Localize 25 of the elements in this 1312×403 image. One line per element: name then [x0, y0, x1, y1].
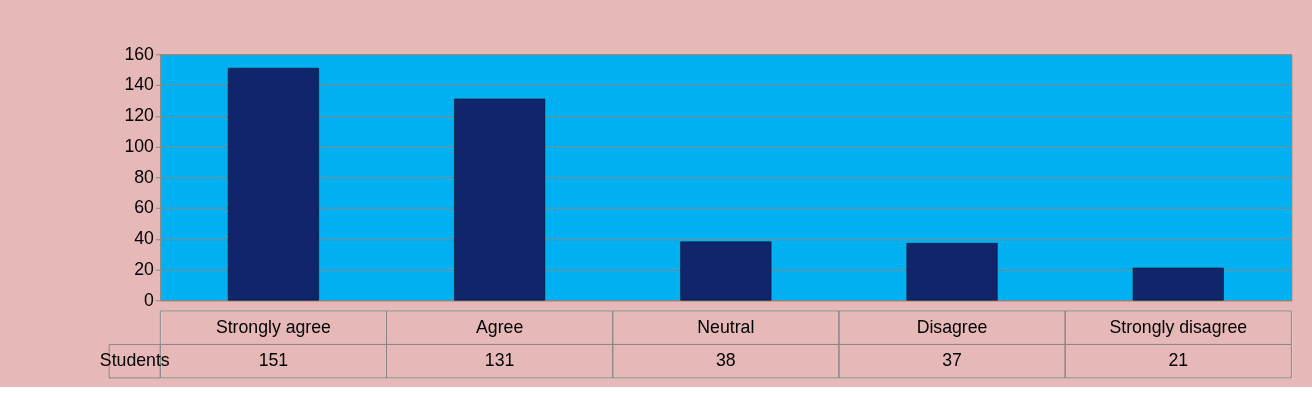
data-label: 131 [484, 350, 515, 371]
x-tick-label: Strongly agree [215, 316, 332, 337]
bar [906, 243, 998, 301]
y-tick-label: 100 [124, 135, 155, 156]
data-label: 21 [1168, 350, 1189, 371]
data-label: 151 [258, 350, 289, 371]
bar [1132, 267, 1224, 301]
y-tick-label: 60 [134, 197, 155, 218]
text: Students [99, 350, 170, 371]
x-tick-label: Agree [476, 316, 524, 337]
bar [680, 241, 772, 301]
x-tick-label: Strongly disagree [1109, 316, 1248, 337]
data-label: 38 [715, 350, 736, 371]
y-tick-label: 0 [144, 289, 155, 310]
y-tick-label: 80 [134, 166, 155, 187]
y-tick-label: 120 [124, 105, 155, 126]
y-tick-label: 140 [124, 74, 155, 95]
y-tick-label: 20 [134, 258, 155, 279]
data-label: 37 [942, 350, 962, 371]
x-tick-label: Neutral [697, 316, 755, 337]
bar [454, 98, 546, 301]
y-tick-label: 40 [134, 228, 155, 249]
bar [227, 67, 319, 301]
y-tick-label: 160 [124, 43, 155, 64]
x-tick-label: Disagree [916, 316, 988, 337]
